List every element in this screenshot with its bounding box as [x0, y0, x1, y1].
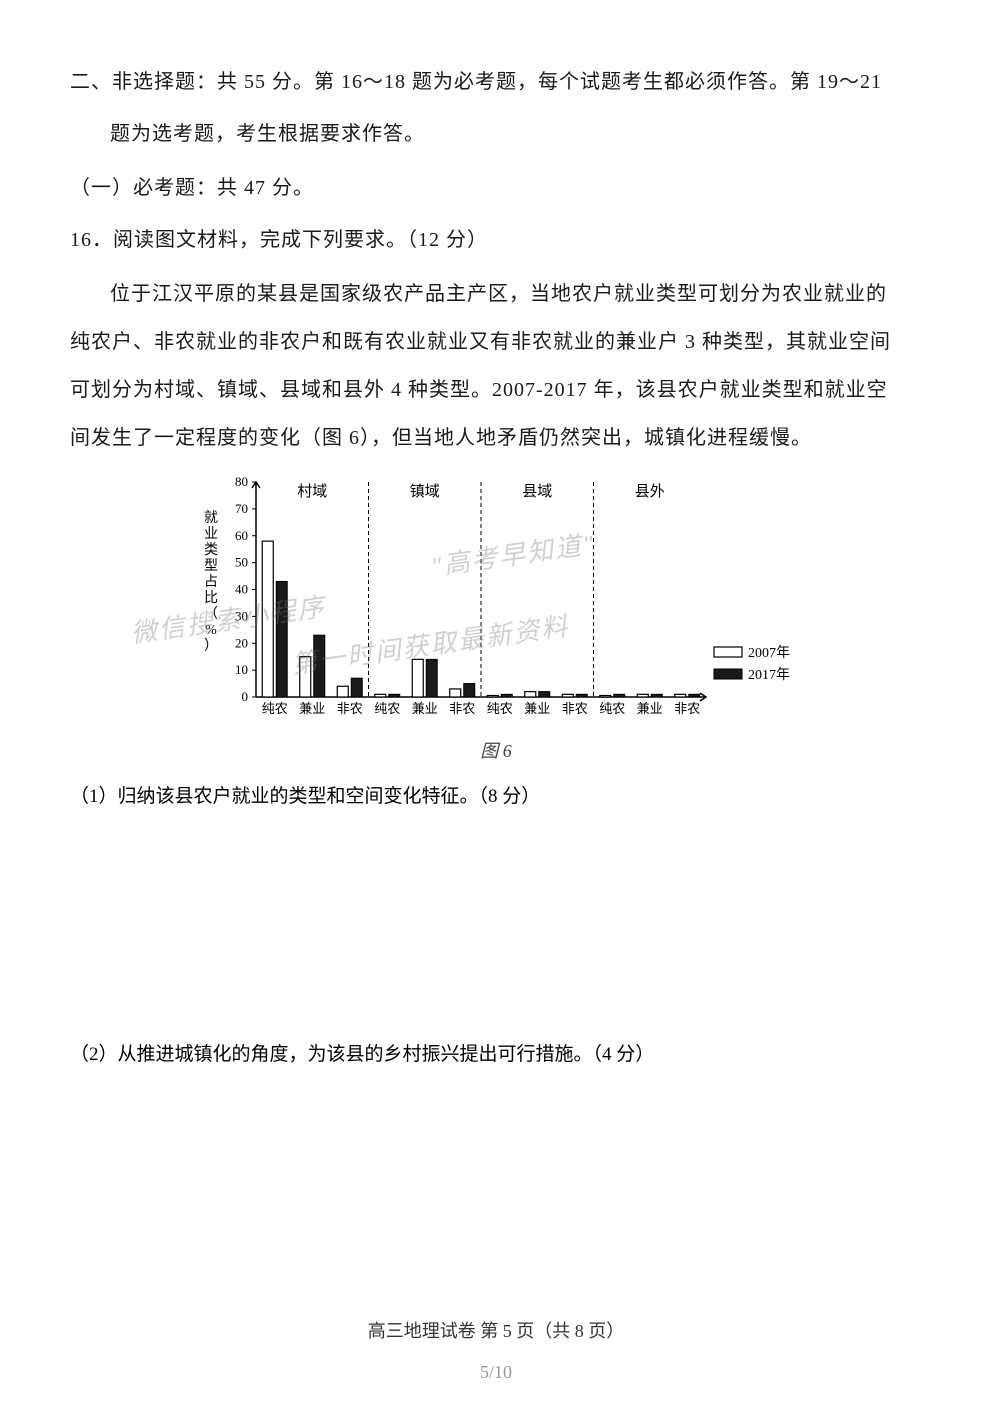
sub-question-2: （2）从推进城镇化的角度，为该县的乡村振兴提出可行措施。（4 分） — [70, 1036, 922, 1074]
svg-text:兼业: 兼业 — [637, 701, 663, 716]
section-instruction-line2: 题为选考题，考生根据要求作答。 — [70, 112, 922, 156]
svg-text:镇域: 镇域 — [410, 483, 440, 500]
svg-text:70: 70 — [235, 501, 248, 516]
svg-text:非农: 非农 — [449, 701, 475, 716]
page-footer: 高三地理试卷 第 5 页（共 8 页） — [0, 1317, 992, 1343]
svg-text:30: 30 — [235, 608, 248, 623]
svg-text:50: 50 — [235, 555, 248, 570]
chart-caption: 图 6 — [70, 737, 922, 763]
svg-text:县外: 县外 — [635, 483, 665, 500]
sub-question-1: （1）归纳该县农户就业的类型和空间变化特征。（8 分） — [70, 778, 922, 816]
bar-chart: 01020304050607080就业类型占比（%）村域镇域县域县外纯农兼业非农… — [186, 472, 806, 732]
svg-text:）: ） — [204, 638, 218, 654]
subsection-header: （一）必考题：共 47 分。 — [70, 166, 922, 210]
svg-text:村域: 村域 — [297, 483, 327, 500]
svg-text:2007年: 2007年 — [748, 645, 790, 661]
svg-text:占: 占 — [204, 574, 218, 590]
svg-text:80: 80 — [235, 474, 248, 489]
svg-text:0: 0 — [242, 689, 249, 704]
svg-text:非农: 非农 — [562, 701, 588, 716]
question-16-header: 16．阅读图文材料，完成下列要求。（12 分） — [70, 218, 922, 262]
svg-text:40: 40 — [235, 582, 248, 597]
svg-text:业: 业 — [204, 526, 218, 542]
svg-text:比: 比 — [204, 590, 218, 606]
svg-text:兼业: 兼业 — [524, 701, 550, 716]
svg-text:兼业: 兼业 — [412, 701, 438, 716]
passage-line-2: 纯农户、非农就业的非农户和既有农业就业又有非农就业的兼业户 3 种类型，其就业空… — [70, 318, 922, 366]
svg-text:（: （ — [204, 606, 218, 622]
svg-text:型: 型 — [204, 558, 218, 574]
svg-text:%: % — [205, 623, 217, 638]
svg-text:60: 60 — [235, 528, 248, 543]
svg-text:2017年: 2017年 — [748, 667, 790, 683]
svg-text:纯农: 纯农 — [262, 701, 288, 716]
svg-text:纯农: 纯农 — [374, 701, 400, 716]
svg-text:20: 20 — [235, 635, 248, 650]
svg-text:纯农: 纯农 — [487, 701, 513, 716]
svg-text:非农: 非农 — [337, 701, 363, 716]
svg-text:10: 10 — [235, 662, 248, 677]
passage-line-3: 可划分为村域、镇域、县域和县外 4 种类型。2007-2017 年，该县农户就业… — [70, 366, 922, 414]
passage-line-4: 间发生了一定程度的变化（图 6），但当地人地矛盾仍然突出，城镇化进程缓慢。 — [70, 414, 922, 462]
page-indicator: 5/10 — [0, 1362, 992, 1383]
svg-text:县域: 县域 — [522, 483, 552, 500]
passage-line-1: 位于江汉平原的某县是国家级农产品主产区，当地农户就业类型可划分为农业就业的 — [70, 270, 922, 318]
svg-text:类: 类 — [204, 542, 218, 558]
svg-text:非农: 非农 — [674, 701, 700, 716]
svg-text:兼业: 兼业 — [299, 701, 325, 716]
svg-text:纯农: 纯农 — [599, 701, 625, 716]
svg-text:就: 就 — [204, 510, 218, 526]
section-instruction-line1: 二、非选择题：共 55 分。第 16～18 题为必考题，每个试题考生都必须作答。… — [70, 60, 922, 104]
